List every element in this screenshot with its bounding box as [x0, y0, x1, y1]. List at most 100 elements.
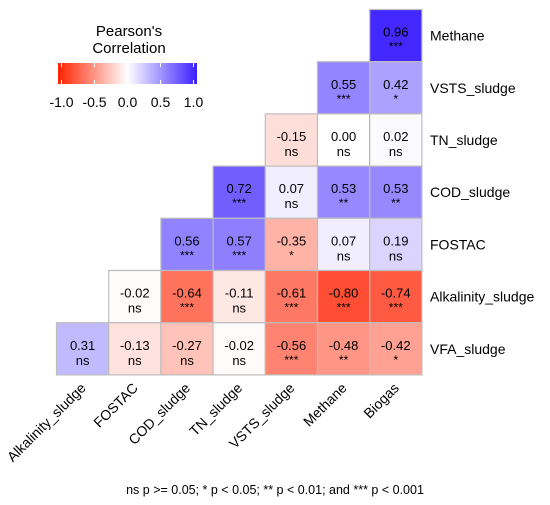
cell-significance: ns [128, 353, 142, 368]
cell-rect [264, 217, 319, 272]
heatmap-cells: 0.96***0.55***0.42*-0.15ns0.00ns0.02ns0.… [55, 8, 423, 376]
cell-significance: ** [339, 353, 349, 367]
cell-significance: *** [232, 248, 246, 262]
cell-value: -0.56 [277, 338, 307, 353]
cell-value: -0.15 [277, 129, 307, 144]
cell-significance: ns [285, 196, 299, 211]
legend: Pearson's Correlation -1.0 -0.5 0.0 0.5 1.0 [49, 23, 203, 110]
cell-significance: *** [180, 248, 194, 262]
cell-rect [108, 322, 162, 376]
cell-rect [264, 269, 319, 324]
cell-significance: ** [339, 196, 349, 210]
cell-rect [316, 217, 371, 272]
cell-value: 0.96 [383, 25, 408, 40]
heatmap-cell: -0.35* [264, 217, 319, 272]
cell-value: 0.56 [174, 233, 199, 248]
cell-significance: ns [337, 248, 351, 263]
heatmap-cell: 0.72*** [212, 165, 266, 219]
cell-significance: *** [180, 301, 194, 315]
y-axis-label: Methane [430, 28, 485, 44]
cell-value: -0.35 [277, 233, 307, 248]
cell-value: -0.11 [225, 286, 254, 301]
cell-value: -0.61 [277, 286, 307, 301]
heatmap-cell: -0.61*** [264, 269, 319, 324]
cell-significance: *** [389, 40, 403, 54]
heatmap-cell: 0.57*** [212, 217, 266, 272]
cell-significance: ns [128, 301, 142, 316]
cell-value: -0.02 [120, 286, 150, 301]
heatmap-cell: 0.53** [369, 165, 423, 219]
cell-value: 0.19 [383, 233, 408, 248]
cell-significance: *** [232, 196, 246, 210]
cell-significance: ns [337, 144, 351, 159]
cell-value: -0.42 [381, 338, 411, 353]
cell-significance: ns [180, 353, 194, 368]
legend-ticks: -1.0 -0.5 0.0 0.5 1.0 [49, 63, 203, 110]
significance-footnote: ns p >= 0.05; * p < 0.05; ** p < 0.01; a… [126, 483, 424, 497]
cell-value: -0.48 [329, 338, 359, 353]
legend-tick-label: 0.5 [151, 94, 171, 110]
cell-significance: ns [389, 248, 403, 263]
legend-tick-label: -0.5 [82, 94, 106, 110]
cell-value: 0.57 [227, 233, 252, 248]
cell-value: 0.42 [383, 77, 408, 92]
legend-tick-label: -1.0 [49, 94, 73, 110]
cell-value: -0.27 [172, 338, 202, 353]
cell-rect [160, 322, 214, 376]
cell-rect [369, 61, 423, 115]
cell-rect [264, 322, 319, 376]
cell-significance: ns [232, 301, 246, 316]
cell-value: -0.64 [172, 286, 202, 301]
cell-significance: *** [284, 353, 298, 367]
cell-value: -0.02 [224, 338, 254, 353]
y-axis-labels: Methane VSTS_sludge TN_sludge COD_sludge FOS… [430, 28, 534, 357]
cell-value: 0.53 [331, 181, 356, 196]
cell-rect [316, 322, 371, 376]
legend-title-line2: Correlation [92, 40, 165, 57]
cell-value: -0.74 [381, 286, 411, 301]
cell-rect [316, 113, 371, 167]
x-axis-label: Biogas [360, 380, 402, 422]
heatmap-cell: -0.56*** [264, 322, 319, 376]
legend-colorbar [58, 63, 197, 84]
cell-rect [369, 165, 423, 219]
legend-tick-label: 0.0 [118, 94, 138, 110]
y-axis-label: VSTS_sludge [430, 80, 516, 96]
cell-value: -0.80 [329, 286, 359, 301]
x-axis-label: Methane [300, 380, 350, 430]
cell-value: 0.00 [331, 129, 356, 144]
legend-tick-label: 1.0 [184, 94, 204, 110]
cell-rect [369, 113, 423, 167]
cell-significance: ns [285, 144, 299, 159]
cell-value: 0.31 [70, 338, 95, 353]
cell-significance: * [289, 248, 294, 262]
cell-value: 0.53 [383, 181, 408, 196]
cell-value: 0.55 [331, 77, 356, 92]
cell-rect [160, 217, 214, 272]
heatmap-cell: -0.48** [316, 322, 371, 376]
x-axis-label: FOSTAC [90, 380, 141, 431]
heatmap-cell: -0.74*** [369, 269, 423, 324]
cell-significance: *** [284, 301, 298, 315]
cell-rect [369, 217, 423, 272]
y-axis-label: VFA_sludge [430, 341, 506, 357]
cell-rect [55, 322, 110, 376]
cell-value: -0.13 [120, 338, 150, 353]
cell-rect [369, 8, 423, 63]
cell-significance: ns [232, 353, 246, 368]
x-axis-label: Alkalinity_sludge [4, 380, 89, 465]
heatmap-cell: 0.53** [316, 165, 371, 219]
cell-value: 0.72 [227, 181, 252, 196]
heatmap-cell: -0.80*** [316, 269, 371, 324]
cell-rect [212, 322, 266, 376]
cell-value: 0.07 [331, 233, 356, 248]
heatmap-cell: 0.56*** [160, 217, 214, 272]
